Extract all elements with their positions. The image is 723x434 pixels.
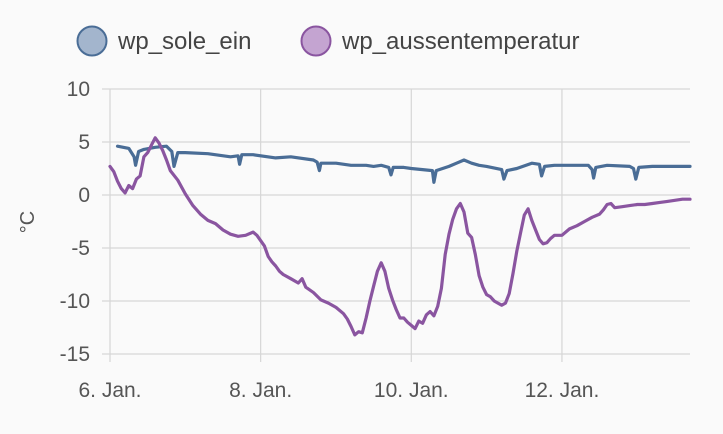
series-line-wp-aussentemperatur[interactable] — [108, 136, 692, 337]
series-line-wp-sole-ein[interactable] — [115, 144, 692, 184]
legend: wp_sole_ein wp_aussentemperatur — [76, 25, 580, 57]
x-tick-label: 8. Jan. — [229, 379, 292, 402]
legend-item-wp-aussentemperatur[interactable]: wp_aussentemperatur — [300, 25, 580, 57]
x-tick-label: 10. Jan. — [374, 379, 449, 402]
legend-label-wp-aussentemperatur: wp_aussentemperatur — [341, 28, 579, 55]
legend-label-wp-sole-ein: wp_sole_ein — [117, 28, 251, 55]
grid — [102, 88, 690, 362]
y-tick-label: -10 — [60, 290, 90, 313]
x-tick-label: 6. Jan. — [78, 379, 141, 402]
y-tick-label: 10 — [67, 78, 90, 101]
y-tick-label: -15 — [60, 343, 90, 366]
y-axis-title: °C — [17, 211, 39, 233]
y-tick-label: -5 — [71, 237, 90, 260]
y-axis-ticks: 10 5 0 -5 -10 -15 — [60, 78, 90, 366]
legend-swatch-wp-aussentemperatur — [300, 25, 332, 57]
y-tick-label: 0 — [78, 184, 90, 207]
legend-item-wp-sole-ein[interactable]: wp_sole_ein — [76, 25, 252, 57]
x-tick-label: 12. Jan. — [525, 379, 600, 402]
x-axis-ticks: 6. Jan. 8. Jan. 10. Jan. 12. Jan. — [78, 379, 599, 402]
series-layer — [108, 136, 692, 337]
y-tick-label: 5 — [78, 131, 90, 154]
legend-swatch-wp-sole-ein — [76, 25, 108, 57]
